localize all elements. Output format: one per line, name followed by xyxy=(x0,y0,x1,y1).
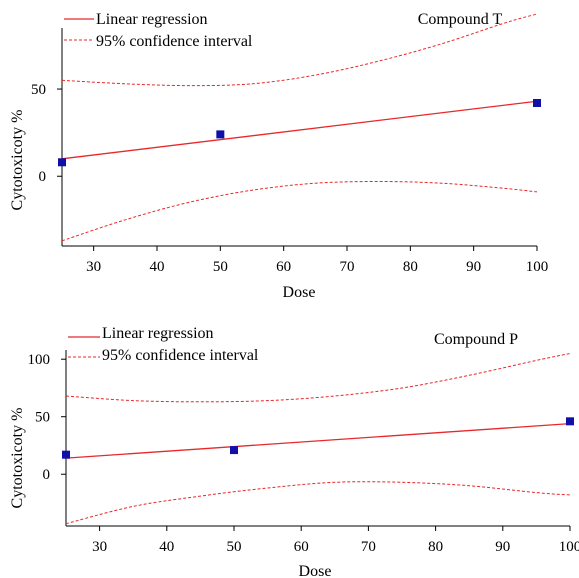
y-axis-label: Cytotoxicoty % xyxy=(9,110,26,211)
legend: Linear regression 95% confidence interva… xyxy=(64,11,253,50)
plot-area: 30 40 50 60 70 80 90 100 0 50 xyxy=(31,13,549,275)
chart-panel-compound-p: 30 40 50 60 70 80 90 100 0 50 100 Compound P Linea… xyxy=(9,325,579,578)
y-tick-label: 100 xyxy=(28,352,51,368)
regression-line xyxy=(65,422,571,459)
plot-area: 30 40 50 60 70 80 90 100 0 50 100 xyxy=(28,350,579,555)
legend: Linear regression 95% confidence interva… xyxy=(68,325,259,364)
legend-label-regression: Linear regression xyxy=(96,11,208,28)
data-point xyxy=(533,98,541,107)
x-tick-label: 30 xyxy=(92,539,107,555)
data-point xyxy=(58,158,66,167)
x-tick-label: 40 xyxy=(150,259,165,275)
ci-lower-line xyxy=(65,481,571,525)
x-tick-label: 80 xyxy=(403,259,418,275)
legend-label-regression: Linear regression xyxy=(102,325,214,342)
y-tick-label: 0 xyxy=(43,467,51,483)
x-tick-label: 70 xyxy=(340,259,355,275)
x-tick-label: 50 xyxy=(213,259,228,275)
regression-line xyxy=(61,100,538,160)
data-point xyxy=(216,130,225,139)
x-tick-label: 100 xyxy=(559,539,579,555)
chart-title: Compound T xyxy=(418,11,503,28)
y-tick-label: 50 xyxy=(31,82,46,98)
x-tick-label: 30 xyxy=(86,259,101,275)
chart-panel-compound-t: 30 40 50 60 70 80 90 100 0 50 Compound T Linear r… xyxy=(9,11,548,301)
legend-label-confidence: 95% confidence interval xyxy=(96,33,253,50)
ci-lower-line xyxy=(61,180,538,242)
x-tick-label: 90 xyxy=(466,259,481,275)
x-tick-label: 60 xyxy=(276,259,291,275)
data-point xyxy=(566,417,574,426)
y-tick-label: 0 xyxy=(39,169,47,185)
x-tick-label: 90 xyxy=(495,539,510,555)
x-tick-label: 50 xyxy=(227,539,242,555)
x-tick-label: 70 xyxy=(361,539,376,555)
ci-upper-line xyxy=(61,13,538,87)
ci-upper-line xyxy=(65,353,571,403)
x-axis-label: Dose xyxy=(299,563,332,578)
x-tick-label: 40 xyxy=(159,539,174,555)
x-tick-label: 80 xyxy=(428,539,443,555)
y-axis-label: Cytotoxicoty % xyxy=(9,408,26,509)
x-axis-label: Dose xyxy=(283,284,316,301)
y-tick-label: 50 xyxy=(35,410,50,426)
data-point xyxy=(230,446,238,455)
x-tick-label: 100 xyxy=(526,259,549,275)
legend-label-confidence: 95% confidence interval xyxy=(102,347,259,364)
x-tick-label: 60 xyxy=(294,539,309,555)
chart-title: Compound P xyxy=(434,331,518,348)
data-point xyxy=(62,450,70,459)
